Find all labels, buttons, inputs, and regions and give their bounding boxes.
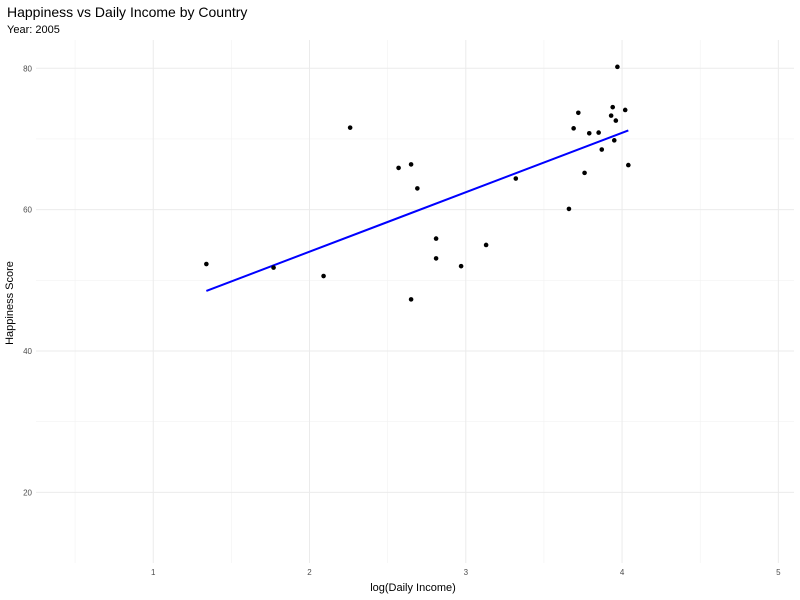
data-point — [513, 176, 519, 181]
data-point — [321, 273, 326, 279]
data-point — [483, 242, 489, 248]
data-point — [396, 165, 401, 171]
y-axis-title: Happiness Score — [4, 261, 16, 345]
data-point — [408, 162, 414, 167]
tick-labels: 1 2 3 4 5 20 40 60 80 — [23, 64, 781, 577]
data-point — [586, 130, 592, 136]
chart-title: Happiness vs Daily Income by Country — [7, 4, 248, 20]
x-tick-label: 3 — [464, 568, 469, 577]
x-tick-label: 2 — [307, 568, 312, 577]
data-point — [596, 130, 601, 135]
trend-line-group — [205, 129, 629, 292]
data-point — [599, 147, 605, 152]
y-tick-label: 40 — [23, 347, 32, 356]
trend-line — [205, 129, 629, 292]
data-point — [615, 64, 620, 70]
x-tick-label: 4 — [620, 568, 625, 577]
y-tick-label: 60 — [23, 206, 32, 215]
chart-subtitle: Year: 2005 — [7, 24, 60, 36]
data-points — [204, 64, 631, 302]
data-point — [408, 297, 414, 302]
y-tick-label: 20 — [23, 488, 32, 497]
data-point — [204, 261, 209, 267]
data-point — [610, 104, 616, 110]
data-point — [582, 170, 587, 176]
data-point — [433, 236, 439, 241]
data-point — [566, 206, 572, 212]
data-point — [571, 126, 576, 131]
data-point — [271, 265, 276, 270]
data-point — [626, 162, 631, 168]
data-point — [576, 110, 581, 116]
x-tick-label: 5 — [776, 568, 781, 577]
y-tick-label: 80 — [23, 64, 32, 73]
data-point — [415, 186, 420, 191]
data-point — [611, 138, 617, 143]
data-point — [433, 256, 439, 261]
grid — [36, 40, 794, 563]
data-point — [608, 113, 614, 118]
x-tick-label: 1 — [151, 568, 156, 577]
data-point — [458, 263, 464, 269]
x-axis-title: log(Daily Income) — [370, 582, 456, 594]
data-point — [622, 107, 628, 113]
data-point — [613, 118, 619, 123]
data-point — [347, 125, 353, 130]
